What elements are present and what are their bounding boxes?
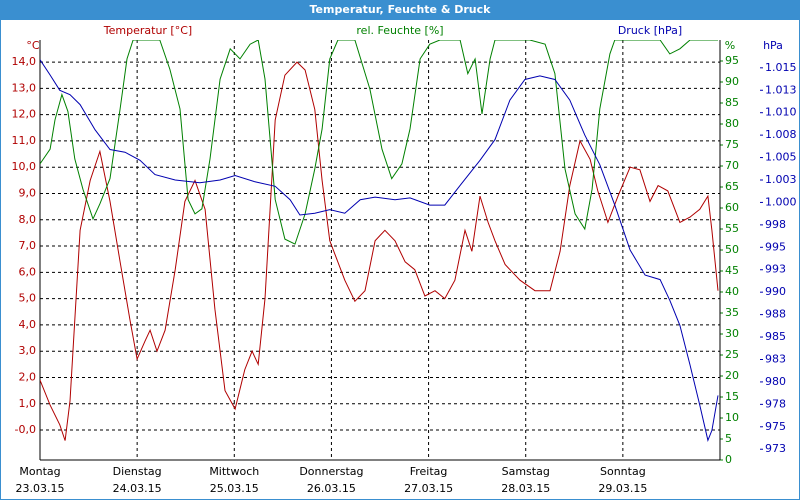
y2-tick-label: 75 (725, 138, 739, 151)
x-tick-label: Mittwoch (209, 465, 259, 478)
y3-tick-label: 973 (765, 442, 786, 455)
y-tick-label: -0,0 (15, 423, 36, 436)
y2-tick-label: 0 (725, 453, 732, 466)
x-tick-date: 26.03.15 (307, 482, 356, 495)
y-tick-label: 10,0 (12, 160, 37, 173)
y2-tick-label: 40 (725, 285, 739, 298)
y2-tick-label: 65 (725, 180, 739, 193)
series-line (40, 61, 719, 441)
y2-unit: % (725, 39, 735, 52)
x-tick-date: 29.03.15 (598, 482, 647, 495)
y2-tick-label: 10 (725, 411, 739, 424)
y2-tick-label: 90 (725, 75, 739, 88)
x-tick-label: Samstag (502, 465, 550, 478)
y2-tick-label: 15 (725, 390, 739, 403)
y3-tick-label: 1.010 (765, 106, 797, 119)
y-tick-label: 1,0 (19, 397, 37, 410)
y-tick-label: 3,0 (19, 344, 37, 357)
y2-tick-label: 80 (725, 117, 739, 130)
series-line (40, 59, 719, 442)
legend-label: Temperatur [°C] (103, 24, 192, 37)
x-tick-date: 25.03.15 (210, 482, 259, 495)
x-tick-date: 27.03.15 (404, 482, 453, 495)
x-tick-date: 23.03.15 (16, 482, 65, 495)
y3-tick-label: 995 (765, 240, 786, 253)
y-tick-label: 7,0 (19, 239, 37, 252)
y2-tick-label: 55 (725, 222, 739, 235)
title-bar (0, 0, 800, 20)
y2-tick-label: 5 (725, 432, 732, 445)
y3-tick-label: 1.005 (765, 151, 797, 164)
y2-tick-label: 85 (725, 96, 739, 109)
y-unit: °C (26, 39, 40, 52)
y3-tick-label: 985 (765, 330, 786, 343)
y-tick-label: 5,0 (19, 292, 37, 305)
y3-tick-label: 975 (765, 420, 786, 433)
x-tick-label: Dienstag (113, 465, 162, 478)
y3-tick-label: 990 (765, 285, 786, 298)
chart-title: Temperatur, Feuchte & Druck (310, 3, 492, 16)
y-tick-label: 14,0 (12, 55, 37, 68)
y3-tick-label: 978 (765, 397, 786, 410)
x-tick-label: Donnerstag (299, 465, 363, 478)
y2-tick-label: 95 (725, 54, 739, 67)
y3-tick-label: 1.013 (765, 83, 797, 96)
x-tick-label: Freitag (410, 465, 448, 478)
y2-tick-label: 20 (725, 369, 739, 382)
y-tick-label: 11,0 (12, 134, 37, 147)
y2-tick-label: 50 (725, 243, 739, 256)
y3-tick-label: 988 (765, 308, 786, 321)
y3-tick-label: 1.000 (765, 195, 797, 208)
x-tick-date: 28.03.15 (501, 482, 550, 495)
plot-area (40, 40, 719, 442)
y3-tick-label: 1.015 (765, 61, 797, 74)
series-line (40, 40, 718, 245)
y2-tick-label: 70 (725, 159, 739, 172)
y2-tick-label: 25 (725, 348, 739, 361)
y-tick-label: 6,0 (19, 265, 37, 278)
x-tick-label: Montag (19, 465, 60, 478)
x-tick-label: Sonntag (600, 465, 646, 478)
y3-tick-label: 980 (765, 375, 786, 388)
y3-tick-label: 1.008 (765, 128, 797, 141)
y2-tick-label: 60 (725, 201, 739, 214)
y-tick-label: 13,0 (12, 81, 37, 94)
legend-label: Druck [hPa] (618, 24, 682, 37)
y3-tick-label: 998 (765, 218, 786, 231)
y3-tick-label: 993 (765, 263, 786, 276)
y-tick-label: 9,0 (19, 186, 37, 199)
y-tick-label: 8,0 (19, 213, 37, 226)
x-tick-date: 24.03.15 (113, 482, 162, 495)
y-tick-label: 12,0 (12, 108, 37, 121)
y2-tick-label: 45 (725, 264, 739, 277)
y3-unit: hPa (763, 39, 783, 52)
legend-label: rel. Feuchte [%] (356, 24, 443, 37)
y-tick-label: 2,0 (19, 370, 37, 383)
y2-tick-label: 30 (725, 327, 739, 340)
y3-tick-label: 1.003 (765, 173, 797, 186)
y2-tick-label: 35 (725, 306, 739, 319)
y-tick-label: 4,0 (19, 318, 37, 331)
y3-tick-label: 983 (765, 352, 786, 365)
